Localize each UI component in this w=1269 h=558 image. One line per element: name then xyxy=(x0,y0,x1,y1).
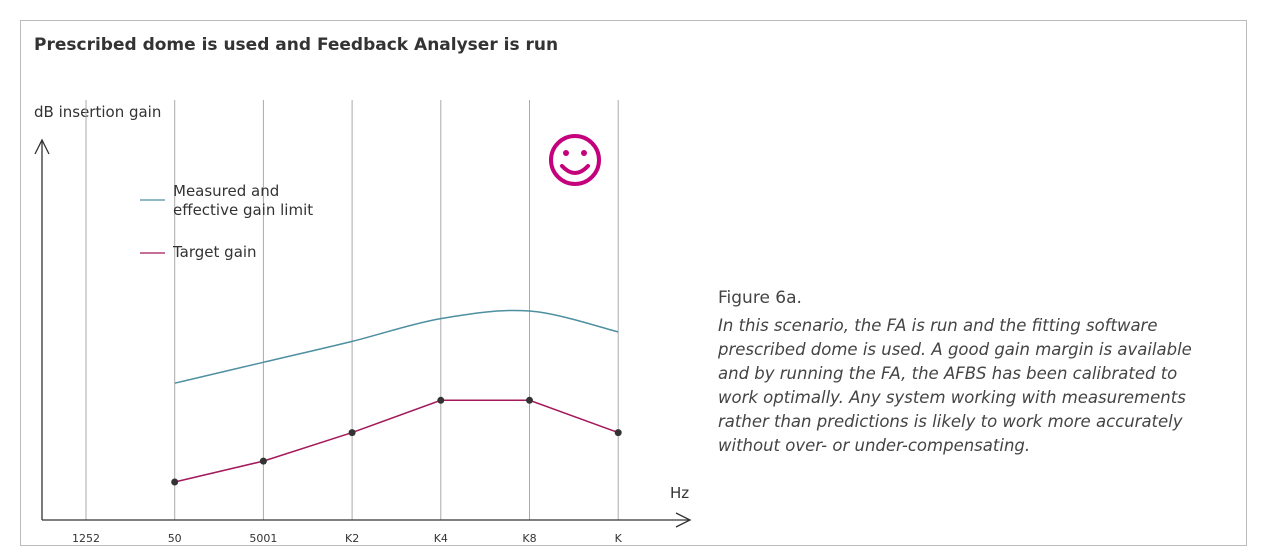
series-line xyxy=(174,309,619,384)
smiley xyxy=(549,134,601,186)
y-axis-label: dB insertion gain xyxy=(34,103,161,121)
x-tick-label: K2 xyxy=(345,532,359,545)
x-tick-label: K4 xyxy=(434,532,448,545)
x-tick-label: 50 xyxy=(168,532,182,545)
legend-label: Target gain xyxy=(173,243,257,261)
chart-title: Prescribed dome is used and Feedback Ana… xyxy=(34,35,558,55)
frame xyxy=(20,20,1247,546)
data-point xyxy=(171,478,179,486)
x-tick-label: K xyxy=(615,532,623,545)
data-point xyxy=(614,429,622,437)
series-line xyxy=(174,399,619,483)
x-axis-arrow xyxy=(675,512,692,528)
legend-label: Measured and effective gain limit xyxy=(173,182,314,219)
data-point xyxy=(348,429,356,437)
y-axis-arrow xyxy=(34,138,50,155)
figure-label: Figure 6a. xyxy=(718,288,802,308)
x-tick-label: 5001 xyxy=(249,532,277,545)
data-point xyxy=(526,396,533,404)
x-tick-label: 1252 xyxy=(72,532,100,545)
x-axis-label: Hz xyxy=(670,484,689,502)
data-point xyxy=(259,457,267,465)
x-tick-label: K8 xyxy=(522,532,536,545)
data-point xyxy=(437,396,445,404)
caption: In this scenario, the FA is run and the … xyxy=(718,316,1192,455)
